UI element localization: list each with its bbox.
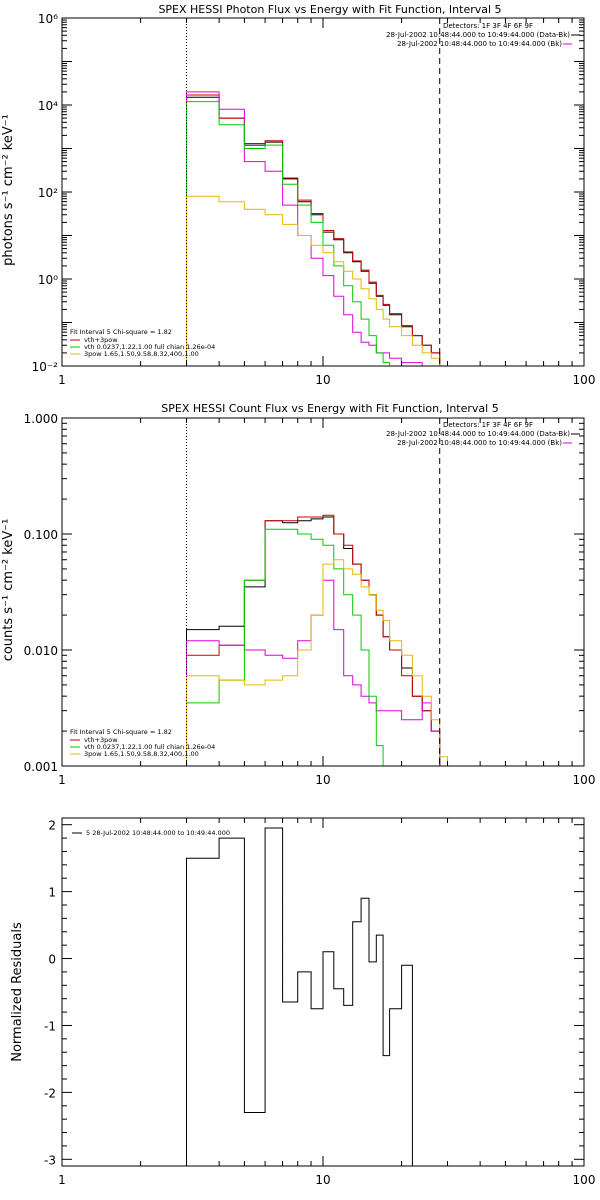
residuals-y-tick-label: 1: [48, 886, 56, 900]
residuals-y-axis-label: Normalized Residuals: [10, 922, 25, 1062]
count-y-tick-label: 0.010: [24, 644, 58, 658]
count-y-tick-label: 0.100: [24, 528, 58, 542]
count-y-axis-label: counts s⁻¹ cm⁻² keV⁻¹: [1, 519, 16, 662]
residuals-y-tick-label: 0: [48, 953, 56, 967]
count-legend-total: vth+3pow: [84, 736, 118, 744]
photon-axes: 1 10 100 10⁻² 10⁰ 10² 10⁴ 10⁶: [32, 12, 596, 387]
photon-legend-3pow: 3pow 1.65,1.50,9.58,8.32,400,1.00: [84, 350, 199, 358]
count-x-tick-label: 1: [58, 773, 66, 787]
photon-series-group: [186, 91, 441, 367]
count-axes: 1 10 100 0.001 0.010 0.100 1.000: [24, 412, 596, 787]
residuals-axes: 1 10 100 -3 -2 -1 0 1 2: [44, 817, 596, 1187]
count-x-tick-label: 100: [573, 773, 596, 787]
count-y-tick-label: 1.000: [24, 412, 58, 426]
count-vlines: [186, 418, 441, 766]
residuals-panel: Normalized Residuals 5 28-Jul-2002 10:48…: [10, 817, 596, 1187]
count-data-bk-line: 28-Jul-2002 10:48:44.000 to 10:49:44.000…: [386, 430, 570, 438]
photon-flux-title: SPEX HESSI Photon Flux vs Energy with Fi…: [158, 3, 501, 16]
count-flux-panel: SPEX HESSI Count Flux vs Energy with Fit…: [1, 402, 595, 787]
residuals-y-tick-label: 2: [48, 819, 56, 833]
photon-y-tick-label: 10⁻²: [32, 360, 59, 374]
photon-bk-line: 28-Jul-2002 10:48:44.000 to 10:49:44.000…: [397, 40, 562, 48]
photon-x-tick-label: 1: [58, 373, 66, 387]
residuals-x-tick-label: 100: [573, 1173, 596, 1187]
photon-x-tick-label: 100: [573, 373, 596, 387]
photon-y-tick-label: 10⁴: [38, 99, 58, 113]
photon-series-red: [186, 94, 441, 366]
residuals-y-tick-label: -2: [44, 1086, 56, 1100]
count-y-tick-label: 0.001: [24, 760, 58, 774]
photon-flux-panel: SPEX HESSI Photon Flux vs Energy with Fi…: [1, 3, 595, 387]
photon-legend-total: vth+3pow: [84, 336, 118, 344]
residuals-x-tick-label: 1: [58, 1173, 66, 1187]
photon-series-yellow: [186, 195, 441, 366]
photon-detectors-line: Detectors: 1F 3F 4F 6F 9F: [443, 22, 533, 30]
photon-legend-vth: vth 0.0237,1.22,1.00 full chian 1.26e-04: [84, 343, 215, 351]
photon-series-magenta: [186, 91, 440, 367]
photon-data-bk-line: 28-Jul-2002 10:48:44.000 to 10:49:44.000…: [386, 31, 570, 39]
residuals-y-tick-label: -3: [44, 1153, 56, 1167]
count-bk-line: 28-Jul-2002 10:48:44.000 to 10:49:44.000…: [397, 439, 562, 447]
photon-y-tick-label: 10⁰: [38, 273, 58, 287]
count-series-magenta: [186, 579, 441, 766]
photon-fit-title: Fit Interval 5 Chi-square = 1.82: [70, 328, 172, 336]
photon-y-tick-label: 10⁶: [38, 12, 58, 26]
count-legend-3pow: 3pow 1.65,1.50,9.58,8.32,400,1.00: [84, 750, 199, 758]
photon-x-tick-label: 10: [315, 373, 330, 387]
photon-y-axis-label: photons s⁻¹ cm⁻² keV⁻¹: [1, 114, 16, 266]
count-fit-title: Fit Interval 5 Chi-square = 1.82: [70, 728, 172, 736]
count-x-tick-label: 10: [315, 773, 330, 787]
residuals-legend-entry: 5 28-Jul-2002 10:48:44.000 to 10:49:44.0…: [86, 829, 230, 837]
residuals-x-tick-label: 10: [315, 1173, 330, 1187]
count-series-yellow: [186, 559, 448, 766]
count-flux-title: SPEX HESSI Count Flux vs Energy with Fit…: [161, 402, 498, 415]
residuals-series: [186, 827, 413, 1166]
residuals-series-group: [186, 827, 413, 1166]
count-detectors-line: Detectors: 1F 3F 4F 6F 9F: [443, 421, 533, 429]
photon-y-tick-label: 10²: [38, 186, 58, 200]
photon-vlines: [186, 18, 441, 366]
count-legend-vth: vth 0.0237,1.22,1.00 full chian 1.26e-04: [84, 743, 215, 751]
residuals-y-tick-label: -1: [44, 1019, 56, 1033]
